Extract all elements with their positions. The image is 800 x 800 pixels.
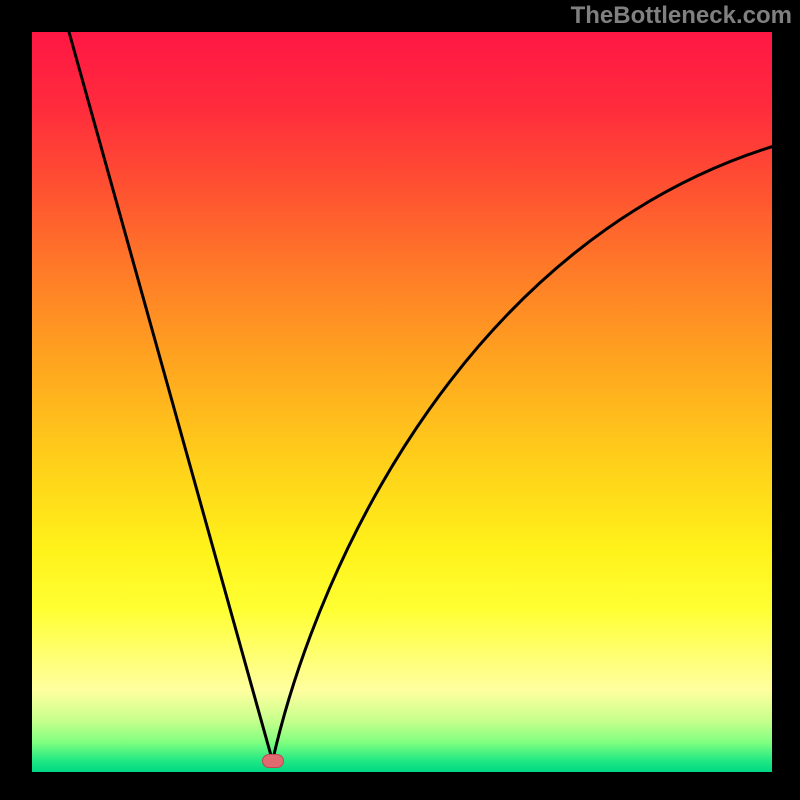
watermark-text: TheBottleneck.com — [571, 2, 792, 30]
plot-area — [32, 32, 772, 772]
chart-container: TheBottleneck.com — [0, 0, 800, 800]
optimum-marker — [262, 754, 284, 768]
bottleneck-curve — [32, 32, 772, 772]
